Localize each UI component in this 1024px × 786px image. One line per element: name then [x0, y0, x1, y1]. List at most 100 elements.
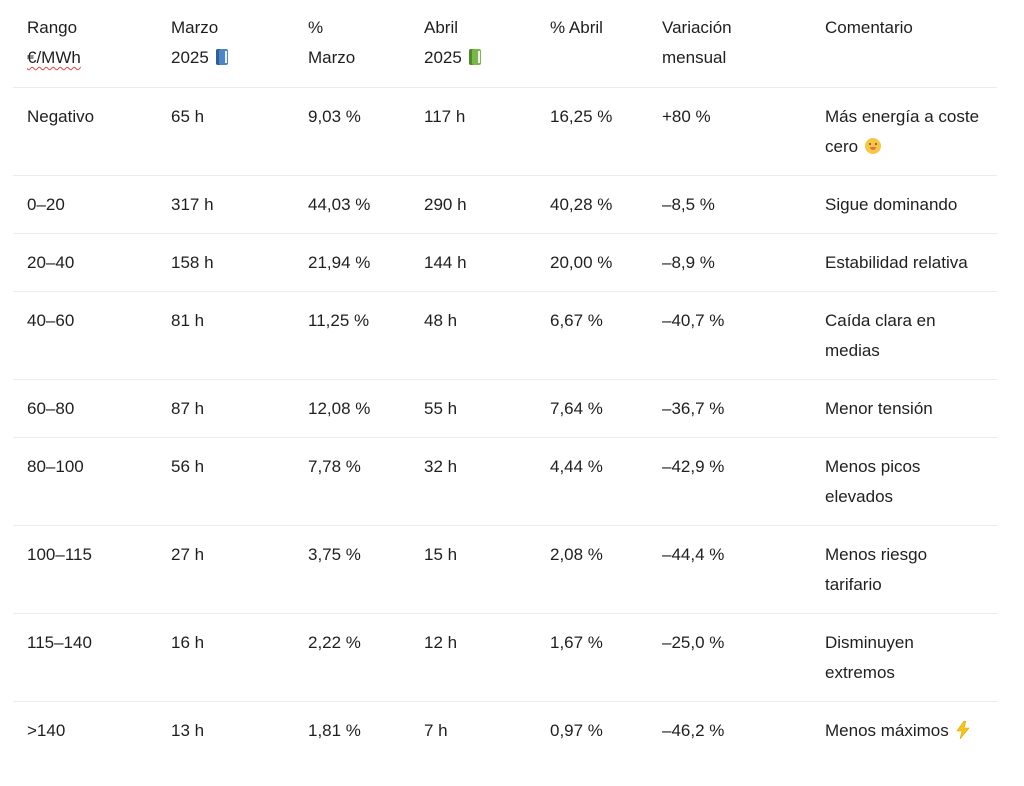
green-book-icon: [468, 48, 481, 65]
cell-pct-marzo: 2,22 %: [308, 633, 361, 652]
cell-pct-marzo: 3,75 %: [308, 545, 361, 564]
header-pct-abril: % Abril: [536, 12, 648, 88]
table-row: 115–140 16 h 2,22 % 12 h 1,67 % –25,0 % …: [13, 613, 997, 702]
header-variacion: Variación mensual: [648, 12, 811, 88]
cell-pct-abril: 40,28 %: [550, 195, 613, 214]
cell-marzo: 158 h: [171, 253, 214, 272]
cell-rango: >140: [27, 721, 66, 740]
cell-rango: 80–100: [27, 457, 84, 476]
cell-marzo: 13 h: [171, 721, 205, 740]
cell-marzo: 27 h: [171, 545, 205, 564]
cell-comentario: Disminuyen extremos: [825, 633, 914, 682]
cell-comentario: Menos máximos: [811, 702, 997, 760]
header-rango-line1: Rango: [27, 18, 78, 37]
cell-abril: 48 h: [424, 311, 458, 330]
cell-rango: 40–60: [27, 311, 75, 330]
header-rango: Rango €/MWh: [13, 12, 157, 88]
header-abril: Abril 2025: [410, 12, 536, 88]
cell-marzo: 16 h: [171, 633, 205, 652]
cell-pct-marzo: 21,94 %: [308, 253, 371, 272]
cell-pct-abril: 0,97 %: [550, 721, 603, 740]
table-body: Negativo 65 h 9,03 % 117 h 16,25 % +80 %…: [13, 87, 997, 760]
cell-pct-abril: 4,44 %: [550, 457, 603, 476]
cell-pct-abril: 20,00 %: [550, 253, 613, 272]
cell-pct-marzo: 7,78 %: [308, 457, 361, 476]
cell-comentario: Menos riesgo tarifario: [825, 545, 928, 594]
cell-comentario: Menos picos elevados: [825, 457, 921, 506]
header-variacion-line2: mensual: [662, 48, 727, 67]
cell-variacion: –40,7 %: [662, 311, 725, 330]
cell-marzo: 56 h: [171, 457, 205, 476]
table-row: >140 13 h 1,81 % 7 h 0,97 % –46,2 % Meno…: [13, 701, 997, 760]
smiling-face-icon: [864, 137, 881, 154]
table-row: 80–100 56 h 7,78 % 32 h 4,44 % –42,9 % M…: [13, 437, 997, 526]
table-row: 20–40 158 h 21,94 % 144 h 20,00 % –8,9 %…: [13, 233, 997, 292]
cell-rango: 60–80: [27, 399, 75, 418]
cell-variacion: +80 %: [662, 107, 711, 126]
header-pct-marzo-line2: Marzo: [308, 48, 356, 67]
cell-variacion: –36,7 %: [662, 399, 725, 418]
cell-pct-marzo: 12,08 %: [308, 399, 371, 418]
cell-pct-abril: 6,67 %: [550, 311, 603, 330]
cell-variacion: –46,2 %: [662, 721, 725, 740]
header-marzo: Marzo 2025: [157, 12, 294, 88]
header-row: Rango €/MWh Marzo 2025 % Marzo Abril 202…: [13, 12, 997, 88]
cell-comentario: Estabilidad relativa: [825, 253, 968, 272]
cell-marzo: 65 h: [171, 107, 205, 126]
header-marzo-line1: Marzo: [171, 18, 219, 37]
cell-pct-marzo: 11,25 %: [308, 311, 370, 330]
cell-variacion: –8,9 %: [662, 253, 715, 272]
cell-pct-marzo: 44,03 %: [308, 195, 371, 214]
cell-pct-abril: 1,67 %: [550, 633, 603, 652]
cell-variacion: –25,0 %: [662, 633, 725, 652]
header-pct-marzo: % Marzo: [294, 12, 410, 88]
cell-rango: 0–20: [27, 195, 65, 214]
header-abril-line1: Abril: [424, 18, 459, 37]
header-pct-abril-label: % Abril: [550, 18, 603, 37]
comment-text: Más energía a coste cero: [825, 107, 980, 156]
cell-rango: 20–40: [27, 253, 75, 272]
cell-abril: 15 h: [424, 545, 458, 564]
table-header: Rango €/MWh Marzo 2025 % Marzo Abril 202…: [13, 12, 997, 88]
cell-abril: 144 h: [424, 253, 467, 272]
table-row: 0–20 317 h 44,03 % 290 h 40,28 % –8,5 % …: [13, 175, 997, 234]
cell-comentario: Sigue dominando: [825, 195, 958, 214]
cell-variacion: –42,9 %: [662, 457, 725, 476]
header-abril-line2: 2025: [424, 48, 462, 67]
cell-abril: 55 h: [424, 399, 458, 418]
cell-comentario: Más energía a coste cero: [811, 88, 997, 176]
header-rango-unit: €/MWh: [27, 48, 81, 67]
cell-comentario: Caída clara en medias: [825, 311, 936, 360]
cell-rango: 115–140: [27, 633, 92, 652]
blue-book-icon: [215, 48, 228, 65]
cell-comentario: Menor tensión: [825, 399, 933, 418]
table-row: Negativo 65 h 9,03 % 117 h 16,25 % +80 %…: [13, 87, 997, 176]
table-row: 40–60 81 h 11,25 % 48 h 6,67 % –40,7 % C…: [13, 291, 997, 380]
cell-abril: 7 h: [424, 721, 448, 740]
cell-abril: 117 h: [424, 107, 466, 126]
cell-marzo: 317 h: [171, 195, 214, 214]
cell-pct-abril: 16,25 %: [550, 107, 613, 126]
cell-pct-marzo: 9,03 %: [308, 107, 361, 126]
cell-abril: 290 h: [424, 195, 467, 214]
header-marzo-line2: 2025: [171, 48, 209, 67]
cell-marzo: 87 h: [171, 399, 205, 418]
header-variacion-line1: Variación: [662, 18, 732, 37]
cell-variacion: –8,5 %: [662, 195, 715, 214]
table-row: 60–80 87 h 12,08 % 55 h 7,64 % –36,7 % M…: [13, 379, 997, 438]
cell-pct-abril: 2,08 %: [550, 545, 603, 564]
cell-abril: 12 h: [424, 633, 458, 652]
price-range-table-container: Rango €/MWh Marzo 2025 % Marzo Abril 202…: [13, 12, 997, 759]
header-comentario-label: Comentario: [825, 18, 913, 37]
header-comentario: Comentario: [811, 12, 997, 88]
cell-rango: Negativo: [27, 107, 95, 126]
header-pct-marzo-line1: %: [308, 18, 324, 37]
comment-text: Menos máximos: [825, 721, 949, 740]
cell-pct-abril: 7,64 %: [550, 399, 603, 418]
cell-rango: 100–115: [27, 545, 92, 564]
table-row: 100–115 27 h 3,75 % 15 h 2,08 % –44,4 % …: [13, 525, 997, 614]
cell-marzo: 81 h: [171, 311, 205, 330]
cell-pct-marzo: 1,81 %: [308, 721, 361, 740]
price-range-table: Rango €/MWh Marzo 2025 % Marzo Abril 202…: [13, 12, 997, 759]
cell-abril: 32 h: [424, 457, 458, 476]
